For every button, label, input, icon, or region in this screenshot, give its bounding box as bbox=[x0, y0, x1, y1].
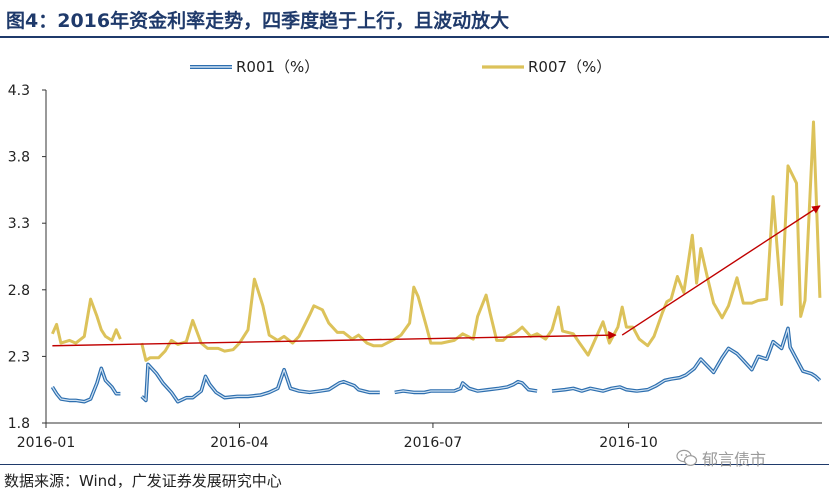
r001-line-highlight bbox=[394, 381, 538, 393]
y-tick-label: 3.8 bbox=[8, 150, 30, 166]
chart-axes: 1.8 2.3 2.8 3.3 3.8 4.3 2016-01 2016-04 2016-07 2… bbox=[8, 83, 822, 451]
x-tick-label: 2016-07 bbox=[404, 435, 463, 451]
r001-line-highlight bbox=[551, 327, 821, 392]
footer-rule bbox=[0, 464, 829, 465]
trend-arrow bbox=[52, 331, 617, 347]
x-tick-label: 2016-10 bbox=[599, 435, 658, 451]
legend-label-r001: R001（%） bbox=[236, 58, 319, 76]
y-tick-label: 1.8 bbox=[8, 416, 30, 432]
rate-line-chart: R001（%） R007（%） 1.8 2.3 2.8 3.3 3.8 4.3 2016-0… bbox=[8, 58, 822, 451]
watermark: 郁言债市 bbox=[676, 446, 766, 470]
trend-arrow bbox=[621, 205, 821, 336]
title-bar: 图4：2016年资金利率走势，四季度趋于上行，且波动放大 bbox=[0, 0, 829, 38]
y-tick-label: 4.3 bbox=[8, 83, 30, 99]
r001-line bbox=[551, 326, 822, 393]
source-note: 数据来源：Wind，广发证券发展研究中心 bbox=[4, 472, 282, 490]
r007-line bbox=[140, 120, 822, 362]
r001-line bbox=[140, 362, 380, 404]
figure-title: 图4：2016年资金利率走势，四季度趋于上行，且波动放大 bbox=[6, 10, 510, 32]
legend-label-r007: R007（%） bbox=[528, 58, 611, 76]
r001-line-highlight bbox=[141, 363, 380, 403]
y-tick-label: 2.3 bbox=[8, 349, 30, 365]
r007-line bbox=[51, 297, 122, 345]
wechat-icon bbox=[676, 449, 698, 466]
x-tick-label: 2016-01 bbox=[17, 435, 76, 451]
r001-line-highlight bbox=[51, 367, 121, 403]
x-tick-label: 2016-04 bbox=[210, 435, 269, 451]
chart-annotations bbox=[52, 205, 821, 347]
chart-legend: R001（%） R007（%） bbox=[190, 58, 611, 76]
y-tick-label: 2.8 bbox=[8, 283, 30, 299]
watermark-text: 郁言债市 bbox=[702, 450, 767, 469]
chart-series bbox=[50, 120, 822, 404]
y-tick-label: 3.3 bbox=[8, 216, 30, 232]
